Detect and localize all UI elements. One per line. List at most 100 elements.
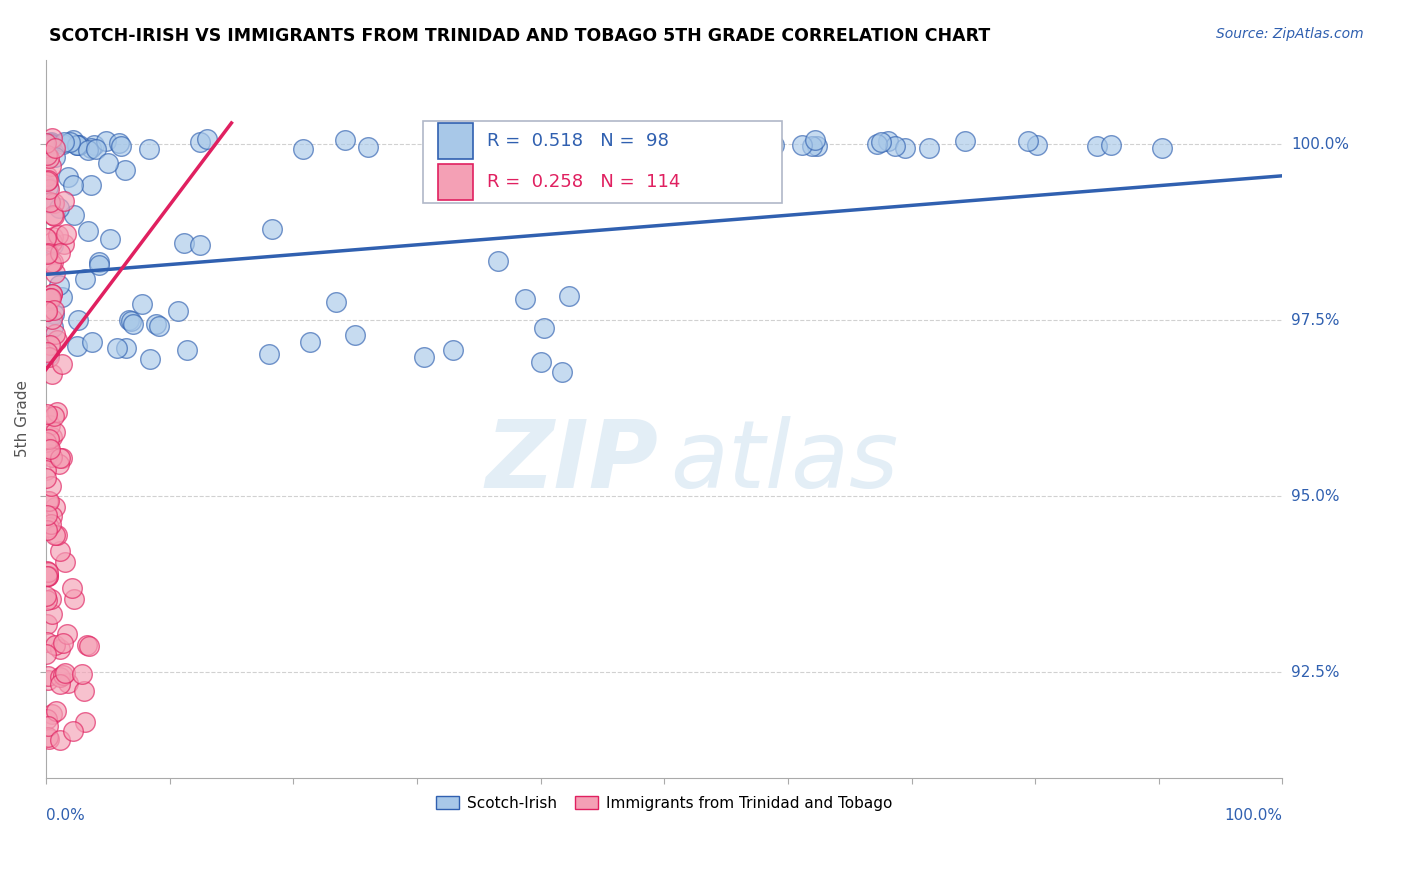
Point — [100, 232, 122, 246]
Point — [52, 667, 75, 681]
Point — [105, 341, 128, 355]
Point — [41, 312, 63, 326]
Point — [870, 135, 893, 149]
Text: 92.5%: 92.5% — [1291, 665, 1340, 680]
Point — [176, 343, 198, 358]
Point — [48, 201, 70, 215]
Text: Source: ZipAtlas.com: Source: ZipAtlas.com — [1216, 27, 1364, 41]
Point — [37, 568, 59, 582]
Point — [37, 246, 59, 260]
Point — [145, 317, 167, 331]
Point — [35, 593, 58, 607]
Point — [62, 132, 84, 146]
Point — [49, 246, 72, 260]
Text: 100.0%: 100.0% — [1291, 136, 1348, 152]
Point — [96, 135, 118, 149]
Point — [35, 408, 58, 422]
Text: 0.0%: 0.0% — [46, 808, 84, 823]
Point — [197, 132, 219, 146]
Point — [260, 222, 283, 236]
Point — [762, 137, 785, 152]
Point — [173, 235, 195, 250]
Point — [53, 555, 76, 569]
Point — [42, 409, 65, 423]
Point — [1017, 134, 1039, 148]
Point — [550, 365, 572, 379]
Point — [66, 339, 89, 353]
Point — [37, 441, 59, 455]
Point — [35, 647, 58, 661]
Point — [37, 617, 59, 632]
Point — [343, 327, 366, 342]
Point — [35, 169, 58, 184]
Point — [44, 266, 66, 280]
Point — [62, 724, 84, 739]
Text: ZIP: ZIP — [485, 416, 658, 508]
Point — [107, 136, 129, 150]
Point — [60, 581, 83, 595]
Text: 95.0%: 95.0% — [1291, 489, 1340, 504]
Point — [44, 500, 66, 514]
Point — [35, 231, 58, 245]
Point — [35, 635, 58, 649]
Point — [441, 343, 464, 357]
Point — [35, 409, 58, 424]
Point — [80, 141, 103, 155]
Point — [35, 345, 58, 359]
Point — [73, 684, 96, 698]
Point — [1099, 138, 1122, 153]
Point — [97, 156, 120, 170]
Point — [682, 137, 704, 152]
Point — [37, 447, 59, 461]
Point — [35, 174, 58, 188]
Point — [80, 178, 103, 192]
Point — [83, 138, 105, 153]
Point — [35, 231, 58, 245]
Point — [533, 321, 555, 335]
Point — [491, 132, 513, 146]
Point — [41, 235, 63, 249]
Point — [335, 133, 357, 147]
Point — [46, 227, 69, 242]
Point — [38, 291, 60, 305]
Point — [876, 135, 898, 149]
Point — [76, 639, 98, 653]
Point — [38, 182, 60, 196]
Point — [37, 494, 59, 508]
Point — [41, 130, 63, 145]
Point — [35, 463, 58, 477]
Point — [38, 432, 60, 446]
Point — [1085, 139, 1108, 153]
Point — [70, 667, 93, 681]
Point — [44, 425, 66, 440]
Point — [801, 139, 824, 153]
Point — [39, 337, 62, 351]
Point — [41, 208, 63, 222]
Point — [491, 137, 513, 152]
Point — [35, 712, 58, 726]
Point — [35, 434, 58, 449]
Legend: Scotch-Irish, Immigrants from Trinidad and Tobago: Scotch-Irish, Immigrants from Trinidad a… — [430, 789, 898, 817]
Point — [412, 350, 434, 364]
Point — [39, 135, 62, 149]
Point — [49, 544, 72, 558]
Point — [1152, 141, 1174, 155]
Point — [75, 715, 97, 730]
Point — [41, 706, 63, 721]
Point — [48, 278, 70, 293]
Point — [35, 569, 58, 583]
Point — [37, 180, 59, 194]
Point — [38, 350, 60, 364]
Point — [42, 210, 65, 224]
Point — [53, 194, 76, 208]
Point — [51, 290, 73, 304]
Point — [66, 312, 89, 326]
Point — [41, 287, 63, 301]
Point — [131, 297, 153, 311]
Point — [82, 334, 104, 349]
Point — [37, 173, 59, 187]
Point — [46, 405, 69, 419]
Point — [38, 152, 60, 166]
Point — [41, 430, 63, 444]
Point — [138, 142, 160, 156]
